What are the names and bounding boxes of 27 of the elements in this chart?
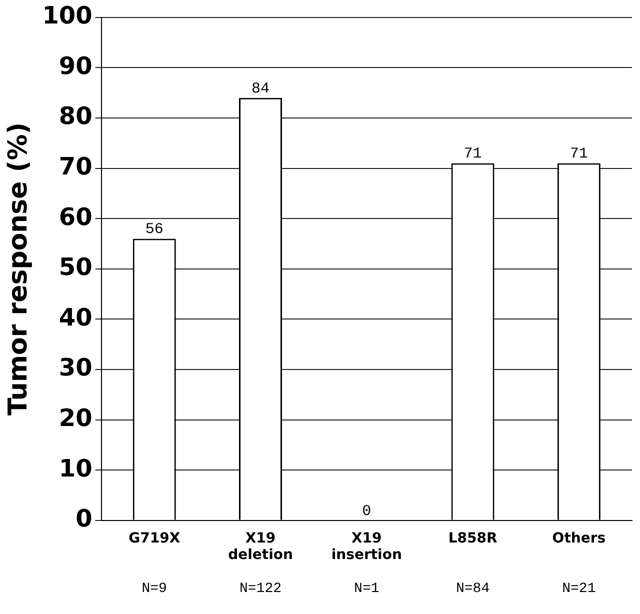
x-tick-label: L858R [448,530,498,546]
text: N=1 [354,581,380,598]
x-tick-label: G719X [128,530,180,546]
y-tick-label: 80 [58,102,92,130]
y-tick-label: 90 [58,52,92,80]
data-label: 71 [464,146,482,163]
text: N=21 [562,581,596,598]
y-tick-label: 100 [42,2,92,30]
data-label: 71 [570,146,588,163]
y-tick-label: 50 [58,253,92,282]
x-tick-label: Others [552,530,606,546]
y-tick-label: 40 [58,303,92,332]
y-tick-label: 30 [58,354,92,382]
y-tick-label: 10 [58,454,92,482]
text: N=9 [142,581,167,598]
y-tick-label: 0 [76,504,92,533]
text: N=122 [240,581,282,598]
text: N=84 [456,581,490,598]
y-tick-label: 70 [58,152,92,181]
x-tick-label: X19 insertion [331,530,402,564]
data-label: 0 [362,502,372,520]
y-tick-label: 20 [58,404,92,432]
y-tick-label: 60 [58,202,92,231]
data-label: 84 [252,80,270,98]
data-label: 56 [145,221,164,238]
y-axis-title: Tumor response (%) [3,122,34,416]
x-tick-label: X19 deletion [228,530,293,564]
